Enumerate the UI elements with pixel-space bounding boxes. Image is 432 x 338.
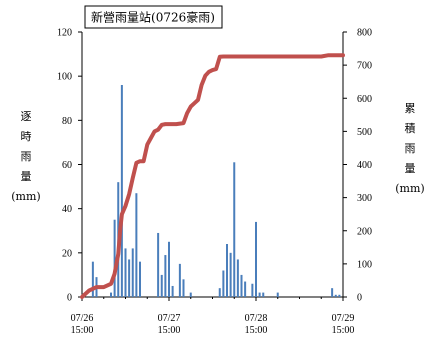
chart-title: 新營雨量站(0726豪雨) <box>91 10 215 25</box>
right-tick-label: 200 <box>357 226 372 237</box>
x-tick-label: 15:00 <box>245 325 268 336</box>
x-tick-label: 07/28 <box>245 313 268 324</box>
right-tick-label: 700 <box>357 61 372 72</box>
hourly-rain-bar <box>233 162 236 297</box>
hourly-rain-bar <box>110 292 112 297</box>
hourly-rain-bar <box>171 285 174 297</box>
hourly-rain-bar <box>222 270 225 297</box>
hourly-rain-bar <box>157 232 160 297</box>
hourly-rain-bar <box>160 274 163 297</box>
hourly-rain-bar <box>113 219 116 297</box>
left-tick-label: 40 <box>62 204 72 215</box>
right-axis-label-char: (mm) <box>395 182 424 195</box>
hourly-rain-bar <box>139 261 141 297</box>
hourly-rain-bar <box>262 292 265 297</box>
hourly-rain-bar <box>189 292 192 297</box>
hourly-rain-bar <box>258 292 261 297</box>
cumulative-line-group <box>80 53 345 299</box>
right-tick-label: 600 <box>357 94 372 105</box>
left-tick-label: 120 <box>57 28 72 39</box>
hourly-rain-bar <box>276 292 279 297</box>
hourly-rain-bar <box>229 252 232 297</box>
hourly-rain-bar <box>334 294 337 297</box>
x-tick-label: 15:00 <box>158 325 181 336</box>
hourly-rain-bar <box>226 244 228 297</box>
hourly-rain-bar <box>244 281 247 297</box>
right-tick-label: 800 <box>357 28 372 39</box>
right-tick-label: 500 <box>357 127 372 138</box>
hourly-rain-bar <box>128 259 131 297</box>
hourly-rain-bar <box>338 294 341 297</box>
x-tick-label: 07/29 <box>332 313 355 324</box>
axes-group: 0 20 40 60 80 100 120 0 100 200 300 400 500 600 700 800… <box>57 28 372 337</box>
left-tick-label: 60 <box>62 160 72 171</box>
left-axis-label-char: 時 <box>21 130 32 143</box>
right-axis-label-char: 累 <box>405 102 416 115</box>
cumulative-rain-line <box>80 53 345 299</box>
x-tick-label: 15:00 <box>332 325 355 336</box>
hourly-rain-bar <box>240 274 243 297</box>
left-tick-label: 100 <box>57 72 72 83</box>
hourly-rain-bar <box>251 283 254 297</box>
hourly-rain-bar <box>164 255 167 297</box>
hourly-rain-bar <box>135 193 138 297</box>
left-axis-label-char: 量 <box>21 170 32 183</box>
x-tick-label: 07/26 <box>71 313 94 324</box>
hourly-rain-bar <box>182 279 185 297</box>
hourly-rain-bar <box>168 241 170 297</box>
right-axis-label-char: 積 <box>405 121 416 135</box>
hourly-rain-bar <box>255 221 257 297</box>
hourly-rain-bar <box>124 248 127 297</box>
right-axis-label-char: 量 <box>405 162 416 175</box>
hourly-rain-bar <box>91 261 94 297</box>
right-axis-label-char: 雨 <box>405 142 416 155</box>
chart-title-box: 新營雨量站(0726豪雨) <box>84 5 223 29</box>
x-tick-label: 07/27 <box>158 313 181 324</box>
right-tick-label: 400 <box>357 160 372 171</box>
right-tick-label: 100 <box>357 259 372 270</box>
right-tick-label: 300 <box>357 193 372 204</box>
hourly-rain-bar <box>331 288 334 297</box>
hourly-rain-bar <box>120 85 123 297</box>
left-axis-label-char: 逐 <box>21 110 32 123</box>
left-tick-label: 0 <box>67 293 72 304</box>
hourly-rain-bar <box>236 259 239 297</box>
left-axis-label-char: 雨 <box>21 150 32 163</box>
x-tick-label: 15:00 <box>71 325 94 336</box>
hourly-rain-bar <box>178 263 181 297</box>
left-tick-label: 80 <box>62 116 72 127</box>
right-tick-label: 0 <box>357 293 362 304</box>
chart-title-frame <box>84 5 223 29</box>
left-axis-label-char: (mm) <box>11 190 40 203</box>
hourly-rain-bar <box>218 288 221 297</box>
hourly-rain-bar <box>131 248 134 297</box>
left-tick-label: 20 <box>62 248 72 259</box>
